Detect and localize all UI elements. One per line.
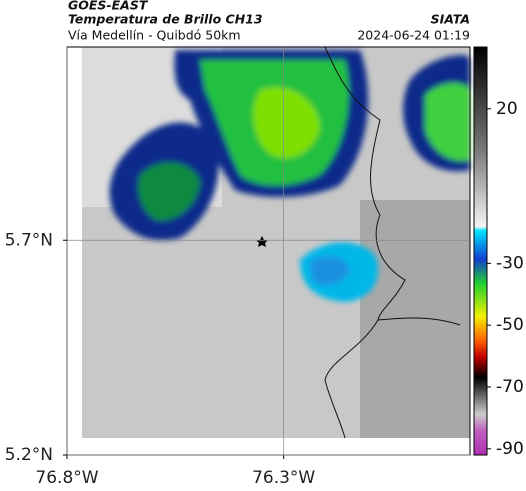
colorbar-tick-label: 20	[496, 99, 518, 119]
x-tick-label: 76.8°W	[35, 468, 98, 488]
source: GOES-EAST	[68, 0, 149, 13]
agency: SIATA	[431, 12, 470, 27]
x-tick-label: 76.3°W	[252, 468, 315, 488]
colorbar-tick-label: -70	[496, 377, 524, 397]
satellite-image	[82, 46, 470, 439]
route: Vía Medellín - Quibdó 50km	[68, 28, 241, 43]
colorbar	[473, 46, 488, 456]
y-tick-label: 5.7°N	[5, 230, 53, 250]
timestamp: 2024-06-24 01:19	[357, 28, 470, 43]
colorbar-tick-label: -90	[496, 439, 524, 459]
y-tick-label: 5.2°N	[5, 445, 53, 465]
product: Temperatura de Brillo CH13	[68, 12, 263, 27]
colorbar-tick-label: -30	[496, 253, 524, 273]
colorbar-tick-label: -50	[496, 315, 524, 335]
